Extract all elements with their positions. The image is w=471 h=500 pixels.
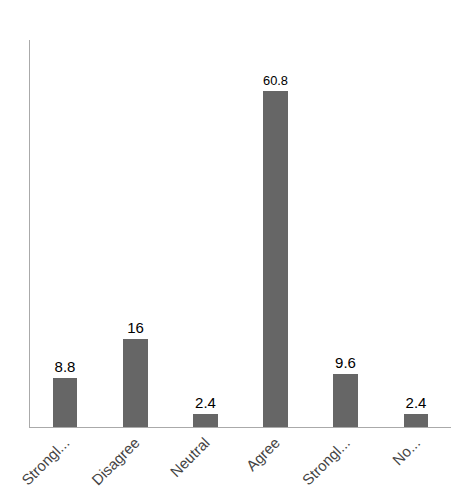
svg-text:2.4: 2.4 [195,394,216,411]
svg-text:Agree: Agree [243,434,283,474]
svg-text:9.6: 9.6 [335,354,356,371]
svg-text:8.8: 8.8 [55,358,76,375]
svg-text:Disagree: Disagree [88,434,142,488]
svg-text:16: 16 [127,319,144,336]
svg-text:2.4: 2.4 [406,394,427,411]
svg-text:Neutral: Neutral [167,434,213,480]
svg-text:60.8: 60.8 [263,73,288,88]
svg-text:No...: No... [389,434,423,468]
svg-text:Strongl...: Strongl... [299,434,353,488]
svg-text:Strongl...: Strongl... [18,434,72,488]
